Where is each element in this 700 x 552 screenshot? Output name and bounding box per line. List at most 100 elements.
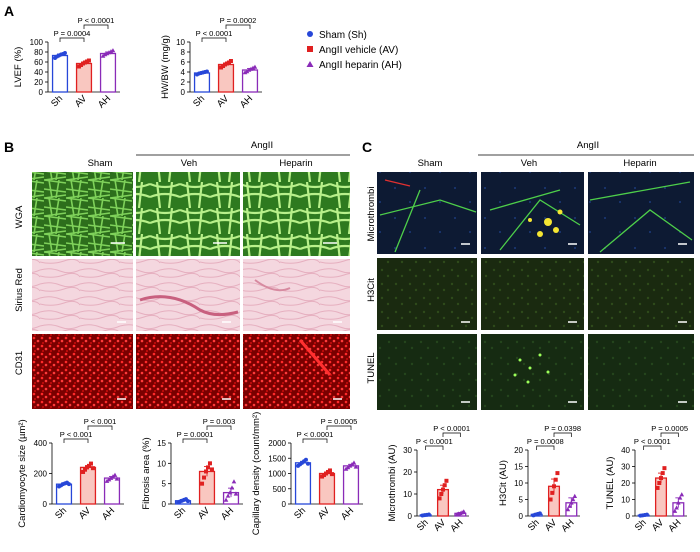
y-tick-label: 80 — [34, 48, 43, 57]
header-b-heparin: Heparin — [279, 158, 312, 169]
y-axis-label: Fibrosis area (%) — [141, 437, 152, 509]
bar-Sh — [51, 54, 69, 93]
panel-label-a: A — [4, 3, 14, 19]
y-tick-label: 30 — [621, 463, 630, 472]
legend: Sham (Sh) AngII vehicle (AV) AngII hepar… — [306, 30, 402, 71]
chart-tunel: 0 10 20 30 40 TUNEL (AU) Sh AV AH P < 0.0001 P = 0… — [605, 424, 688, 534]
y-tick-label: 200 — [34, 470, 48, 479]
significance-bracket — [643, 445, 662, 450]
data-point — [204, 469, 209, 474]
p-value-label: P < 0.0001 — [433, 424, 470, 433]
significance-bracket — [87, 425, 113, 430]
data-point — [437, 496, 442, 501]
legend-label-vehicle: AngII vehicle (AV) — [319, 45, 398, 56]
x-tick-label: AH — [219, 505, 236, 522]
p-value-label: P = 0.003 — [203, 417, 236, 426]
y-tick-label: 20 — [621, 479, 630, 488]
data-point — [550, 490, 555, 495]
data-point — [228, 59, 233, 63]
row-label-h3cit: H3Cit — [366, 278, 377, 302]
data-point — [442, 483, 447, 488]
x-tick-label: Sh — [191, 93, 207, 109]
data-point — [81, 469, 86, 474]
row-label-sirius-red: Sirius Red — [14, 268, 25, 312]
data-point — [659, 476, 663, 481]
x-tick-label: AV — [77, 505, 94, 522]
y-tick-label: 0 — [39, 88, 44, 97]
row-label-tunel: TUNEL — [366, 352, 377, 383]
p-value-label: P = 0.0004 — [54, 29, 91, 38]
data-point — [225, 493, 231, 498]
y-tick-label: 2000 — [268, 439, 286, 448]
p-value-label: P = 0.0398 — [544, 424, 581, 433]
x-tick-label: AV — [73, 93, 90, 110]
panel-c-images — [377, 172, 694, 410]
significance-bracket — [425, 445, 444, 450]
significance-bracket — [553, 432, 572, 437]
row-label-microthrombi: Microthrombi — [366, 187, 377, 242]
p-value-label: P = 0.0005 — [651, 424, 688, 433]
p-value-label: P = 0.0008 — [527, 437, 564, 446]
p-value-label: P < 0.0001 — [416, 437, 453, 446]
wga-veh-image — [136, 172, 240, 256]
significance-bracket — [63, 438, 89, 443]
legend-label-heparin: AngII heparin (AH) — [319, 60, 402, 71]
data-point — [252, 64, 258, 69]
x-tick-label: AV — [316, 505, 333, 522]
microthrombi-veh-image — [481, 172, 584, 254]
data-point — [565, 507, 571, 512]
tunel-heparin-image — [588, 334, 694, 410]
cd31-heparin-vessel — [298, 339, 332, 376]
y-tick-label: 1000 — [268, 470, 286, 479]
data-point — [655, 485, 660, 490]
sirius-heparin-image — [243, 259, 350, 331]
y-tick-label: 0 — [282, 500, 287, 509]
x-tick-label: Sh — [49, 93, 65, 109]
y-axis-label: LVEF (%) — [13, 47, 24, 87]
y-tick-label: 0 — [162, 500, 167, 509]
tunel-veh-image — [481, 334, 584, 410]
p-value-label: P < 0.0001 — [634, 437, 671, 446]
panel-label-c: C — [362, 139, 372, 155]
chart-microthrombi: 0 10 20 30 Microthrombi (AU) Sh AV AH P < 0.0001… — [387, 424, 470, 534]
x-tick-label: Sh — [172, 505, 188, 521]
data-point — [660, 471, 665, 476]
y-tick-label: 10 — [514, 479, 523, 488]
significance-bracket — [326, 425, 352, 430]
y-axis-label: H3Cit (AU) — [498, 460, 509, 506]
p-value-label: P < 0.001 — [60, 430, 93, 439]
significance-bracket — [182, 438, 208, 443]
y-tick-label: 5 — [162, 480, 167, 489]
y-tick-label: 15 — [514, 463, 523, 472]
y-tick-label: 1500 — [268, 454, 286, 463]
data-point — [674, 505, 679, 510]
data-point — [567, 503, 572, 508]
significance-bracket — [225, 24, 251, 29]
data-point — [677, 495, 683, 500]
significance-bracket — [201, 37, 227, 42]
panel-c-headers: Sham AngII Veh Heparin — [418, 140, 694, 169]
significance-bracket — [302, 438, 328, 443]
data-point — [227, 490, 233, 495]
p-value-label: P = 0.0002 — [220, 16, 257, 25]
y-tick-label: 10 — [157, 459, 166, 468]
significance-bracket — [442, 432, 461, 437]
h3cit-veh-image — [481, 258, 584, 330]
data-point — [426, 512, 431, 517]
y-tick-label: 0 — [519, 512, 524, 521]
y-tick-label: 10 — [176, 38, 185, 47]
y-axis-label: HW/BW (mg/g) — [160, 35, 171, 99]
legend-marker-vehicle — [307, 46, 313, 52]
p-value-label: P < 0.0001 — [297, 430, 334, 439]
y-tick-label: 400 — [34, 439, 48, 448]
chart-cmsize: 0 200 400 Cardiomyocyte size (µm²) Sh AV AH P <… — [17, 417, 124, 528]
x-tick-label: Sh — [415, 517, 431, 533]
data-point — [86, 58, 91, 63]
x-tick-label: AV — [543, 517, 560, 534]
legend-label-sham: Sham (Sh) — [319, 30, 367, 41]
x-tick-label: AH — [666, 517, 683, 534]
data-point — [537, 511, 542, 516]
data-point — [461, 509, 467, 514]
